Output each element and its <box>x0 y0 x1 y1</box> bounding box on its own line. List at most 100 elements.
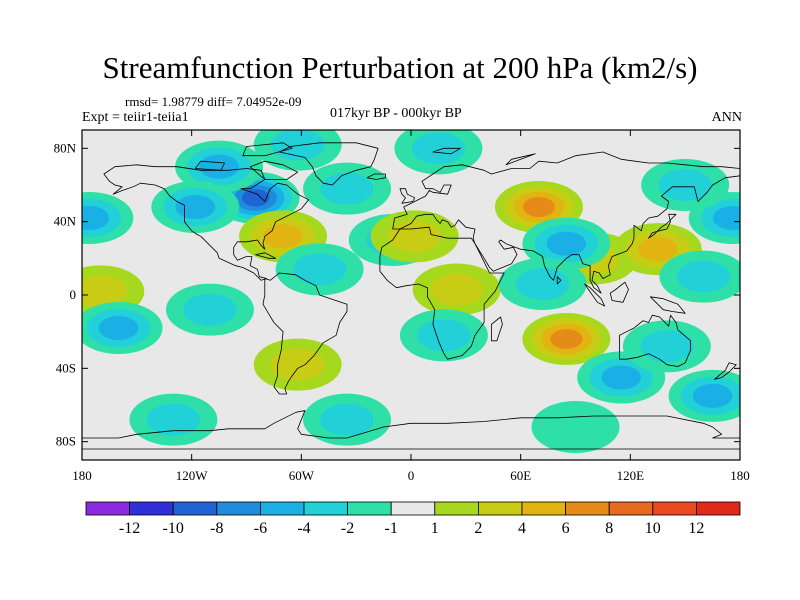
lat-label: 40S <box>56 360 76 375</box>
stats-text: rmsd= 1.98779 diff= 7.04952e-09 <box>125 94 302 109</box>
coastline-madagascar <box>490 316 503 342</box>
lon-label: 60E <box>510 468 531 483</box>
colorbar-label: -10 <box>163 520 184 537</box>
colorbar-swatch <box>608 501 654 516</box>
coastline-victoria-island <box>194 160 226 171</box>
coastline-new-zealand <box>714 362 737 380</box>
colorbar-label: -6 <box>254 520 267 537</box>
anomaly-contour <box>522 197 556 217</box>
lon-label: 0 <box>408 468 415 483</box>
coastline-antarctica <box>82 410 740 450</box>
anomaly-contour <box>712 205 740 231</box>
anomaly-contour <box>546 231 587 256</box>
lat-label: 40N <box>54 214 77 229</box>
anomaly-contour <box>637 237 678 262</box>
colorbar-swatch <box>521 501 566 516</box>
coastline-sri-lanka <box>556 276 562 285</box>
coastlines <box>82 142 740 450</box>
period-label: 017kyr BP - 000kyr BP <box>330 106 462 121</box>
colorbar-swatch <box>390 501 436 516</box>
anomaly-contour <box>82 275 127 308</box>
anomaly-contour <box>601 365 641 390</box>
coastline-north-america <box>103 164 310 281</box>
colorbar-swatch <box>696 501 741 516</box>
coastline-iceland <box>366 173 386 180</box>
lat-label: 0 <box>70 287 77 302</box>
lon-label: 120W <box>176 468 209 483</box>
anomaly-contour <box>550 329 583 349</box>
anomaly-contour <box>241 189 270 207</box>
anomaly-contour <box>263 224 303 249</box>
colorbar: -12 -10 -8 -6 -4 -2 -1 1 2 4 6 8 10 12 <box>85 501 741 537</box>
anomaly-contour <box>320 403 374 436</box>
coastline-cuba <box>255 252 277 259</box>
colorbar-swatch <box>303 501 348 516</box>
coastline-australia <box>619 314 691 367</box>
anomaly-contour <box>430 273 484 306</box>
anomaly-contour <box>515 268 570 300</box>
coastline-africa <box>379 226 505 360</box>
colorbar-label: 1 <box>431 520 439 537</box>
colorbar-label: -2 <box>341 520 354 537</box>
anomaly-contour <box>98 315 139 341</box>
colorbar-swatch <box>434 501 479 516</box>
colorbar-swatch <box>565 501 610 516</box>
anomaly-contour <box>692 383 733 408</box>
colorbar-label: 4 <box>518 520 526 537</box>
colorbar-label: -1 <box>385 520 398 537</box>
anomaly-contour <box>271 348 325 381</box>
colorbar-label: -4 <box>297 520 310 537</box>
colorbar-label: -12 <box>119 520 140 537</box>
coastline-ellesmere <box>242 142 293 157</box>
colorbar-label: -8 <box>210 520 223 537</box>
colorbar-label: 2 <box>474 520 482 537</box>
lon-label: 120E <box>617 468 645 483</box>
coastline-baffin <box>249 160 299 180</box>
anomaly-contour <box>388 220 442 253</box>
lat-label: 80N <box>54 140 77 155</box>
anomaly-contour <box>293 253 347 286</box>
anomaly-contour <box>320 172 374 205</box>
lon-label: 180 <box>730 468 750 483</box>
anomaly-contour <box>146 403 200 436</box>
lon-label: 60W <box>289 468 315 483</box>
colorbar-swatch <box>259 501 305 516</box>
anomaly-contour <box>417 319 471 352</box>
axis-ticks: 80N 40N 0 40S 80S 180 120W 60W 0 60E 120E 180 <box>54 130 750 483</box>
coastline-japan <box>648 213 677 239</box>
coastline-borneo <box>609 281 629 303</box>
season-label: ANN <box>711 110 742 125</box>
coastline-svalbard <box>432 147 461 155</box>
experiment-label: Expt = teiir1-teiia1 <box>82 110 189 125</box>
anomaly-contour <box>531 401 620 453</box>
colorbar-swatch <box>347 501 392 516</box>
map-title: Streamfunction Perturbation at 200 hPa (… <box>102 50 698 85</box>
lat-label: 80S <box>56 434 76 449</box>
lon-label: 180 <box>72 468 92 483</box>
coastline-greenland <box>278 142 379 186</box>
coastline-sumatra <box>584 283 606 307</box>
colorbar-swatch <box>85 501 130 516</box>
anomaly-contour <box>183 293 237 326</box>
colorbar-swatch <box>652 501 697 516</box>
colorbar-swatch <box>477 501 523 516</box>
coastline-new-guinea <box>650 296 686 314</box>
anomaly-contour <box>676 260 731 293</box>
colorbar-label: 12 <box>688 520 704 537</box>
anomaly-contour <box>82 205 110 231</box>
colorbar-label: 10 <box>645 520 661 537</box>
colorbar-swatch <box>216 501 261 516</box>
anomaly-contour <box>199 154 239 179</box>
coastline-gbr <box>399 188 416 204</box>
coastline-novaya-zemlya <box>505 153 536 166</box>
anomaly-field <box>82 130 740 460</box>
colorbar-label: 8 <box>605 520 613 537</box>
colorbar-swatch <box>129 501 174 516</box>
anomaly-contour <box>411 132 466 165</box>
anomaly-contour <box>175 194 216 220</box>
coastline-south-america <box>262 272 348 395</box>
colorbar-swatch <box>172 501 218 516</box>
anomaly-contour <box>658 169 712 201</box>
colorbar-label: 6 <box>562 520 570 537</box>
